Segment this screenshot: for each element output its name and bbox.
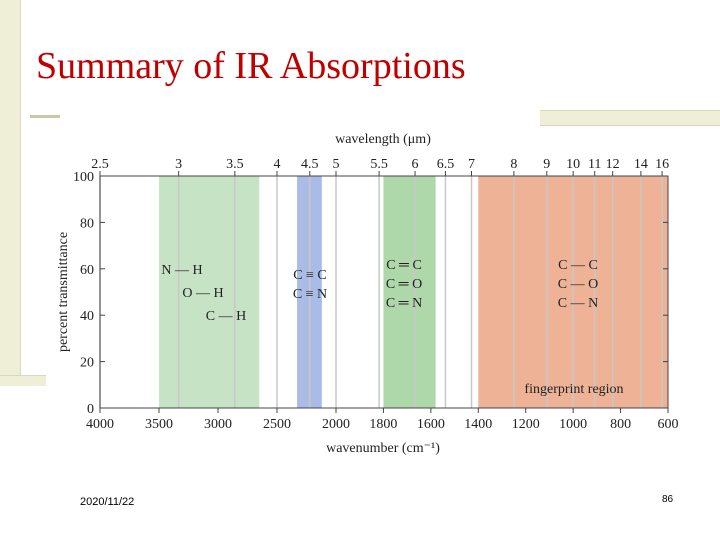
wavelength-tick-label: 9 (543, 157, 550, 172)
bond-label: C ≡ N (293, 287, 327, 302)
bond-label: C — O (558, 277, 598, 292)
wavenumber-tick-label: 3500 (145, 417, 173, 432)
band-nh-oh-ch (159, 176, 260, 408)
y-tick-label: 0 (87, 402, 94, 417)
wavenumber-tick-label: 800 (610, 417, 631, 432)
y-tick-label: 60 (80, 263, 94, 278)
fingerprint-region-label: fingerprint region (524, 382, 623, 397)
wavelength-tick-label: 6 (412, 157, 419, 172)
grid-layer (99, 176, 663, 408)
wavenumber-tick-label: 1800 (369, 417, 397, 432)
wavenumber-tick-label: 600 (658, 417, 679, 432)
wavelength-tick-label: 5 (333, 157, 340, 172)
wavelength-tick-label: 5.5 (370, 157, 388, 172)
bond-label: C — H (206, 309, 246, 324)
wavelength-tick-label: 3.5 (226, 157, 244, 172)
y-tick-label: 20 (80, 356, 94, 371)
plot-frame (99, 175, 669, 409)
ticks-layer: 2.5 3 3.5 4 4.5 5 5.5 6 6.5 7 8 9 10 11 12 14 16 4000 3500… (73, 157, 679, 432)
y-tick-label: 40 (80, 309, 94, 324)
wavelength-tick-label: 12 (606, 157, 620, 172)
wavelength-tick-label: 7 (468, 157, 475, 172)
bond-label: C ═ C (386, 258, 422, 273)
bond-label: O — H (182, 286, 223, 301)
bond-label: C ≡ C (293, 268, 327, 283)
footer-date: 2020/11/22 (80, 496, 135, 508)
bond-label: N — H (161, 263, 202, 278)
wavenumber-tick-label: 1000 (559, 417, 587, 432)
bond-label: C — C (558, 258, 598, 273)
footer-page-number: 86 (662, 494, 674, 505)
left-decorative-block (0, 375, 46, 386)
wavelength-tick-label: 3 (175, 157, 182, 172)
wavenumber-tick-label: 2000 (322, 417, 350, 432)
x-axis-label: wavenumber (cm⁻¹) (326, 441, 440, 456)
bond-label: C ═ N (386, 296, 422, 311)
y-tick-label: 100 (73, 170, 94, 185)
wavelength-tick-label: 16 (655, 157, 669, 172)
wavelength-tick-label: 4 (274, 157, 281, 172)
wavenumber-tick-label: 4000 (86, 417, 114, 432)
band-labels-layer: N — H O — H C — H C ≡ C C ≡ N C ═ C C ═ O C ═ N… (161, 258, 598, 324)
y-tick-label: 80 (80, 216, 94, 231)
wavelength-tick-label: 2.5 (91, 157, 109, 172)
left-decorative-bar (0, 0, 21, 385)
title-rule-left (30, 115, 60, 118)
title-rule-right (540, 110, 720, 126)
wavenumber-tick-label: 1200 (512, 417, 540, 432)
wavenumber-tick-label: 1600 (417, 417, 445, 432)
band-double-bond (383, 176, 436, 408)
wavelength-tick-label: 11 (588, 157, 601, 172)
slide-title: Summary of IR Absorptions (36, 45, 466, 87)
wavelength-tick-label: 14 (634, 157, 648, 172)
wavelength-tick-label: 8 (510, 157, 517, 172)
wavenumber-tick-label: 1400 (464, 417, 492, 432)
wavelength-tick-label: 10 (566, 157, 580, 172)
bond-label: C — N (558, 296, 598, 311)
bond-label: C ═ O (386, 277, 422, 292)
wavelength-tick-label: 4.5 (301, 157, 319, 172)
wavelength-tick-label: 6.5 (437, 157, 455, 172)
top-axis-label: wavelength (μm) (335, 132, 431, 147)
y-axis-label: percent transmittance (56, 232, 71, 352)
wavenumber-tick-label: 2500 (263, 417, 291, 432)
wavenumber-tick-label: 3000 (204, 417, 232, 432)
